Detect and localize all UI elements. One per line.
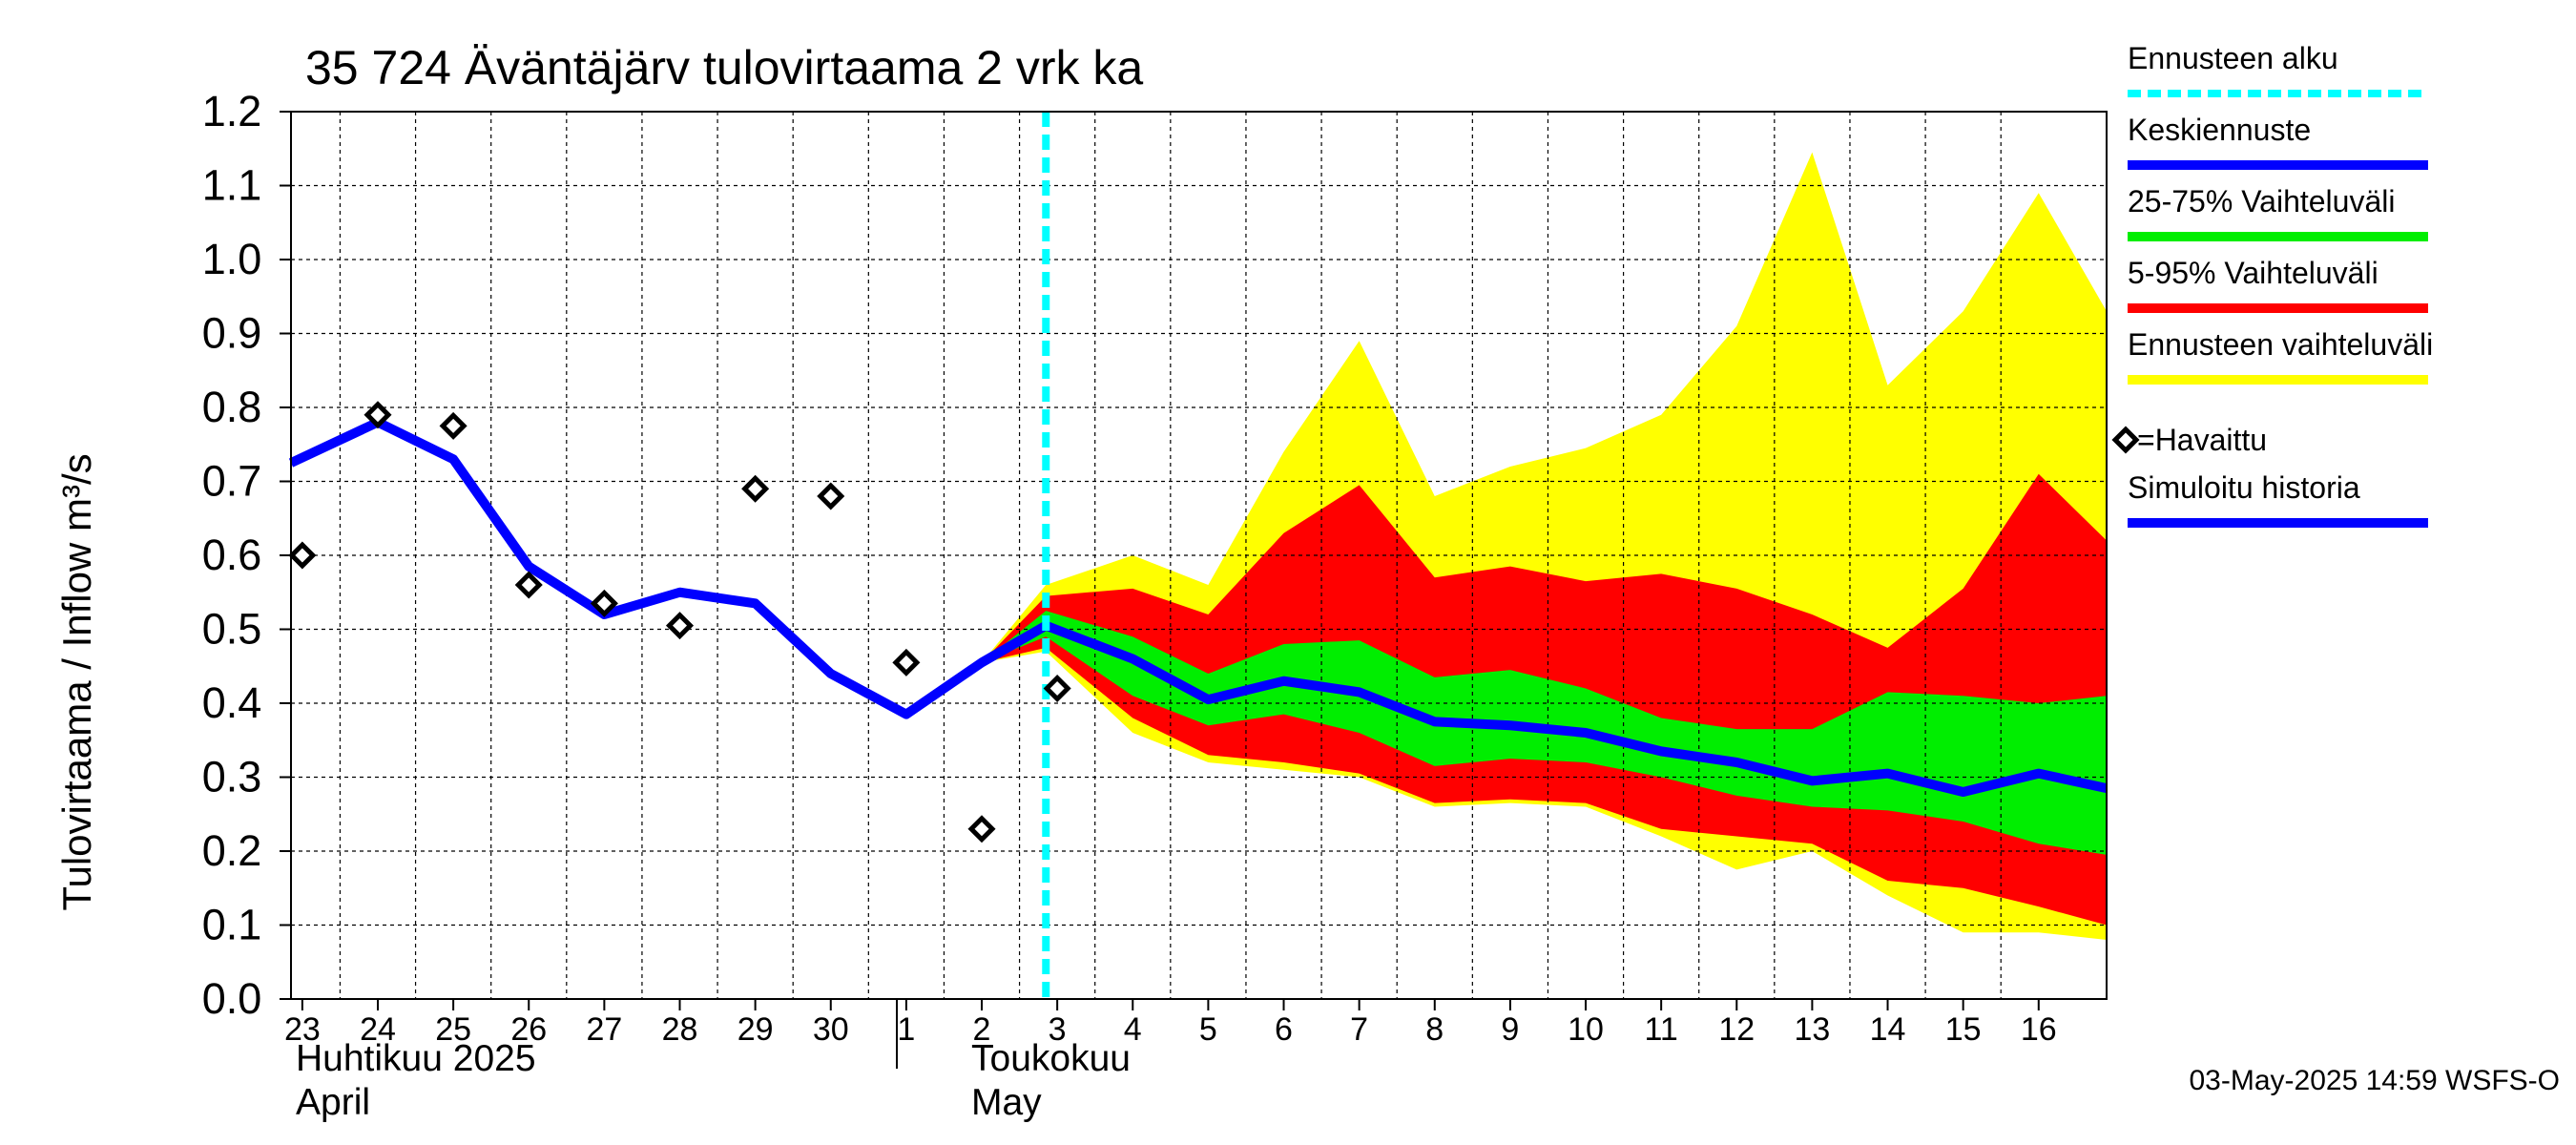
x-axis-ticks: 23 24 25 26 27 28 29 30 1 2 3 4 5 6 7 8 9 10 11 12 13 14 15 16 bbox=[284, 999, 2057, 1048]
y-tick-label-12: 1.2 bbox=[202, 87, 262, 135]
y-tick-label-6: 0.6 bbox=[202, 531, 262, 579]
x-tick-label-2: 25 bbox=[435, 1011, 471, 1048]
y-axis-ticks: 0.0 0.1 0.2 0.3 0.4 0.5 0.6 0.7 0.8 0.9 1.0 1.1 1.2 bbox=[202, 87, 291, 1023]
chart-title: 35 724 Äväntäjärv tulovirtaama 2 vrk ka bbox=[305, 41, 1143, 94]
observed-point-5 bbox=[665, 612, 695, 640]
observed-point-7 bbox=[817, 482, 845, 510]
x-tick-label-9: 2 bbox=[973, 1011, 991, 1048]
x-tick-label-7: 30 bbox=[813, 1011, 849, 1048]
legend: Ennusteen alku Keskiennuste 25-75% Vaihtel… bbox=[2111, 41, 2433, 528]
x-tick-label-5: 28 bbox=[662, 1011, 698, 1048]
month-label-april-en: April bbox=[296, 1082, 370, 1123]
observed-markers bbox=[288, 401, 1071, 843]
x-tick-label-15: 8 bbox=[1425, 1011, 1444, 1048]
y-tick-label-5: 0.5 bbox=[202, 605, 262, 654]
observed-point-6 bbox=[741, 474, 770, 503]
y-tick-label-7: 0.7 bbox=[202, 457, 262, 506]
observed-point-1 bbox=[364, 401, 392, 429]
legend-entry-4-label: Ennusteen vaihteluväli bbox=[2128, 327, 2433, 362]
observed-point-9 bbox=[967, 815, 996, 843]
y-tick-label-9: 0.9 bbox=[202, 309, 262, 358]
legend-entry-6-label: Simuloitu historia bbox=[2128, 470, 2360, 505]
observed-point-10 bbox=[1043, 674, 1071, 703]
x-tick-label-6: 29 bbox=[737, 1011, 774, 1048]
x-tick-label-19: 12 bbox=[1718, 1011, 1755, 1048]
observed-point-4 bbox=[590, 589, 618, 617]
y-tick-label-3: 0.3 bbox=[202, 753, 262, 802]
x-tick-label-4: 27 bbox=[586, 1011, 622, 1048]
legend-entry-0-label: Ennusteen alku bbox=[2128, 41, 2338, 75]
legend-entry-5-marker bbox=[2111, 426, 2140, 454]
x-tick-label-3: 26 bbox=[510, 1011, 547, 1048]
observed-point-3 bbox=[514, 571, 543, 599]
observed-point-8 bbox=[892, 648, 921, 677]
month-label-april-fi: Huhtikuu 2025 bbox=[296, 1038, 536, 1079]
y-tick-label-2: 0.2 bbox=[202, 826, 262, 875]
series-lines bbox=[288, 112, 2109, 999]
legend-entry-3-label: 5-95% Vaihteluväli bbox=[2128, 256, 2379, 290]
x-tick-label-22: 15 bbox=[1945, 1011, 1982, 1048]
x-tick-label-16: 9 bbox=[1501, 1011, 1519, 1048]
x-tick-label-21: 14 bbox=[1870, 1011, 1906, 1048]
y-tick-label-10: 1.0 bbox=[202, 235, 262, 283]
month-label-may-fi: Toukokuu bbox=[971, 1038, 1131, 1079]
timestamp-footer: 03-May-2025 14:59 WSFS-O bbox=[2190, 1065, 2561, 1096]
legend-entry-1-label: Keskiennuste bbox=[2128, 113, 2311, 147]
x-tick-label-23: 16 bbox=[2021, 1011, 2057, 1048]
y-tick-label-8: 0.8 bbox=[202, 383, 262, 431]
month-label-may-en: May bbox=[971, 1082, 1042, 1123]
x-tick-label-0: 23 bbox=[284, 1011, 321, 1048]
x-tick-label-17: 10 bbox=[1568, 1011, 1604, 1048]
x-tick-label-20: 13 bbox=[1794, 1011, 1830, 1048]
y-axis-label: Tulovirtaama / Inflow m³/s bbox=[54, 453, 99, 910]
simulated-history-line bbox=[288, 417, 1049, 719]
median-forecast-line bbox=[1044, 620, 2109, 797]
observed-point-2 bbox=[439, 411, 467, 440]
x-tick-label-1: 24 bbox=[360, 1011, 396, 1048]
legend-entry-5-label: =Havaittu bbox=[2137, 423, 2267, 457]
x-tick-label-8: 1 bbox=[897, 1011, 915, 1048]
y-tick-label-0: 0.0 bbox=[202, 974, 262, 1023]
x-tick-label-11: 4 bbox=[1124, 1011, 1142, 1048]
legend-entry-2-label: 25-75% Vaihteluväli bbox=[2128, 184, 2395, 219]
grid-lines bbox=[291, 111, 2107, 1000]
x-tick-label-12: 5 bbox=[1199, 1011, 1217, 1048]
observed-point-0 bbox=[288, 541, 317, 570]
x-tick-label-18: 11 bbox=[1645, 1011, 1678, 1048]
x-tick-label-10: 3 bbox=[1049, 1011, 1067, 1048]
x-tick-label-14: 7 bbox=[1350, 1011, 1368, 1048]
y-tick-label-1: 0.1 bbox=[202, 901, 262, 949]
y-tick-label-11: 1.1 bbox=[202, 161, 262, 210]
x-tick-label-13: 6 bbox=[1275, 1011, 1293, 1048]
y-tick-label-4: 0.4 bbox=[202, 678, 262, 727]
